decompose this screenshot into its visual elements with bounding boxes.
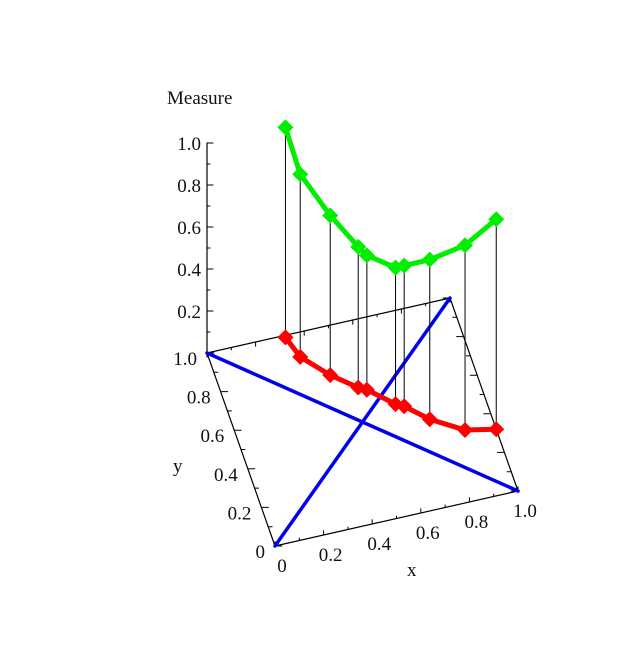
diagonal-line <box>205 351 520 493</box>
z-axis-title: Measure <box>167 88 232 109</box>
base-curve <box>283 335 497 433</box>
z-tick-label: 0.4 <box>177 260 201 281</box>
measure-point-marker <box>488 211 505 228</box>
base-point-marker <box>358 381 375 398</box>
measure-point-marker <box>277 119 294 136</box>
x-tick-label: 0 <box>277 556 287 577</box>
measure-point-marker <box>457 237 474 254</box>
measure-curve <box>283 126 498 271</box>
x-tick-label: 0.6 <box>416 523 440 544</box>
x-axis-title: x <box>407 560 417 581</box>
y-tick-label: 0.2 <box>228 503 252 524</box>
y-axis-title: y <box>173 456 183 477</box>
measure-point-marker <box>292 166 309 183</box>
y-tick-label: 0 <box>256 542 266 563</box>
y-tick-label: 0.4 <box>214 465 238 486</box>
base-point-marker <box>457 422 474 439</box>
measure-point-marker <box>358 247 375 264</box>
y-tick-label: 0.8 <box>187 388 211 409</box>
y-tick-label: 1.0 <box>173 349 197 370</box>
z-tick-label: 0.2 <box>177 302 201 323</box>
base-point-marker <box>488 421 505 438</box>
base-point-marker <box>292 348 309 365</box>
x-tick-label: 1.0 <box>513 501 537 522</box>
measure-point-marker <box>350 238 367 255</box>
z-tick-label: 0.6 <box>177 218 201 239</box>
base-point-marker <box>421 411 438 428</box>
x-tick-label: 0.2 <box>319 545 343 566</box>
base-point-marker <box>322 367 339 384</box>
y-tick-label: 0.6 <box>200 426 224 447</box>
x-tick-label: 0.8 <box>465 512 489 533</box>
measure-point-marker <box>421 251 438 268</box>
measure-point-marker <box>322 207 339 224</box>
z-tick-label: 0.8 <box>177 176 201 197</box>
base-point-marker <box>396 398 413 415</box>
base-point-marker <box>277 329 294 346</box>
x-tick-label: 0.4 <box>367 534 391 555</box>
measure-point-marker <box>396 257 413 274</box>
z-tick-label: 1.0 <box>177 134 201 155</box>
